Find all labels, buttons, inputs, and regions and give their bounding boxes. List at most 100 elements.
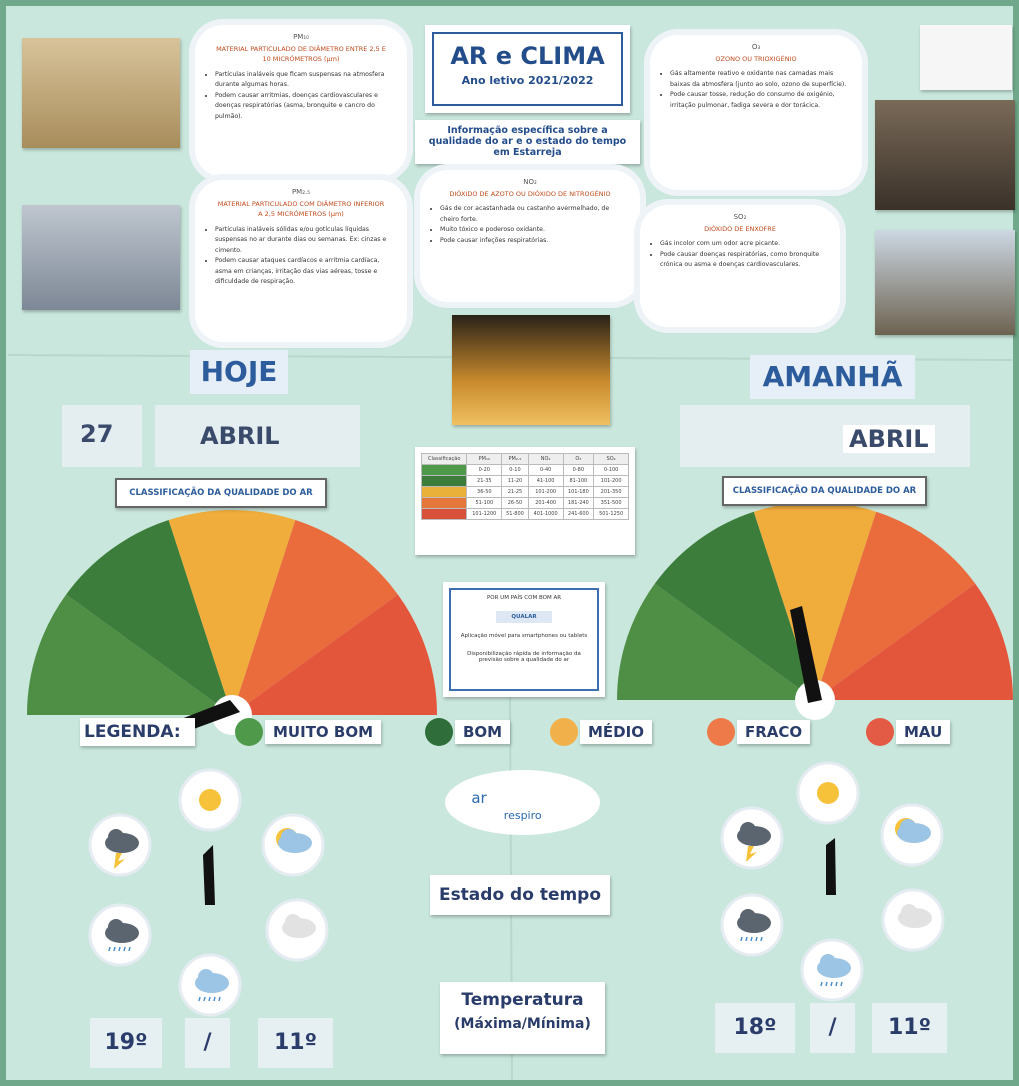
ar-respiro-logo: ar respiro — [445, 770, 600, 835]
table-cell: 101-180 — [563, 487, 594, 498]
rain-drop — [204, 997, 205, 1001]
tomorrow-month: ABRIL — [843, 425, 935, 453]
table-header: PM₂.₅ — [502, 454, 529, 465]
logo-word: ar — [471, 789, 486, 807]
table-cell: 201-400 — [528, 498, 563, 509]
bullet: Gás de cor acastanhada ou castanho averm… — [440, 204, 630, 225]
pollutant-name: DIÓXIDO DE ENXOFRE — [660, 224, 820, 234]
table-cell: 501-1250 — [594, 509, 629, 520]
table-cell: 21-35 — [467, 476, 502, 487]
cloud-shape — [901, 904, 917, 920]
table-cell: 51-800 — [502, 509, 529, 520]
bullet-list: Gás incolor com um odor acre picante.Pod… — [650, 239, 830, 271]
rain-drop — [114, 947, 115, 951]
weather-needle — [826, 838, 836, 895]
bullet-list: Gás altamente reativo e oxidante nas cam… — [660, 69, 852, 111]
rain-drop — [831, 982, 832, 986]
weather-needle — [203, 845, 215, 905]
table-cell: 51-100 — [467, 498, 502, 509]
cloud-shape — [198, 969, 214, 985]
pollutant-formula: PM₂.₅ — [205, 188, 397, 196]
cloud-shape — [820, 954, 836, 970]
table-header-row: ClassificaçãoPM₁₀PM₂.₅NO₂O₃SO₂ — [422, 454, 629, 465]
today-heading: HOJE — [190, 350, 288, 394]
logos — [920, 25, 1012, 90]
legend-swatch — [425, 718, 453, 746]
table-cell: 101-200 — [528, 487, 563, 498]
legend-title: LEGENDA: — [80, 718, 195, 746]
bullet: Pode causar tosse, redução do consumo de… — [670, 90, 852, 111]
qualar-line: Aplicação móvel para smartphones ou tabl… — [456, 633, 592, 639]
photo-city — [22, 205, 180, 310]
table-cell: 36-50 — [467, 487, 502, 498]
description: Informação específica sobre a qualidade … — [415, 120, 640, 164]
rain-drop — [124, 947, 125, 951]
table-cell: 401-1000 — [528, 509, 563, 520]
rain-drop — [129, 947, 130, 951]
table-color-cell — [422, 498, 467, 509]
table-cell: 41-100 — [528, 476, 563, 487]
qualar-frame: POR UM PAÍS COM BOM AR QUALAR Aplicação … — [449, 588, 599, 691]
temperature-card: Temperatura (Máxima/Mínima) — [440, 982, 605, 1054]
table-header: O₃ — [563, 454, 594, 465]
legend-swatch — [550, 718, 578, 746]
tomorrow-temp-separator: / — [810, 1003, 855, 1053]
table-cell: 0-20 — [467, 465, 502, 476]
rain-drop — [214, 997, 215, 1001]
rain-drop — [821, 982, 822, 986]
pollutant-name: OZONO OU TRIOXIGÉNIO — [670, 54, 842, 64]
today-month: ABRIL — [200, 422, 280, 450]
tomorrow-heading: AMANHÃ — [750, 355, 915, 399]
bullet: Podem causar arritmias, doenças cardiova… — [215, 91, 397, 123]
rain-drop — [109, 947, 110, 951]
title: AR e CLIMA — [434, 42, 621, 70]
temperature-subtitle: (Máxima/Mínima) — [440, 1016, 605, 1032]
table-row: 101-120051-800401-1000241-600501-1250 — [422, 509, 629, 520]
photo-factory — [875, 230, 1015, 335]
index-table: ClassificaçãoPM₁₀PM₂.₅NO₂O₃SO₂0-200-100-… — [421, 453, 629, 520]
gauge-title: CLASSIFICAÇÃO DA QUALIDADE DO AR — [722, 476, 927, 506]
today-temp-max: 19º — [90, 1018, 162, 1068]
cloud-shape — [740, 822, 756, 838]
logo-word: respiro — [504, 809, 542, 822]
rain-drop — [836, 982, 837, 986]
photo-pollution — [22, 38, 180, 148]
cloud-shape — [285, 914, 301, 930]
bullet: Pode causar infeções respiratórias. — [440, 236, 630, 247]
legend-label: MÉDIO — [580, 720, 652, 744]
rain-drop — [841, 982, 842, 986]
rain-drop — [826, 982, 827, 986]
tomorrow-temp-max: 18º — [715, 1003, 795, 1053]
legend-label: MAU — [896, 720, 950, 744]
bullet: Pode causar doenças respiratórias, como … — [660, 250, 830, 271]
qualar-line: Disponibilização rápida de informação da… — [456, 651, 592, 663]
pollutant-formula: NO₂ — [430, 178, 630, 186]
table-header: NO₂ — [528, 454, 563, 465]
table-row: 36-5021-25101-200101-180201-350 — [422, 487, 629, 498]
bullet: Muito tóxico e poderoso oxidante. — [440, 225, 630, 236]
pollutant-formula: PM₁₀ — [205, 33, 397, 41]
tomorrow-temp-min: 11º — [872, 1003, 947, 1053]
pollutant-name: MATERIAL PARTICULADO COM DIÂMETRO INFERI… — [215, 199, 387, 220]
sun — [817, 782, 839, 804]
pollutant-card: PM₂.₅ MATERIAL PARTICULADO COM DIÂMETRO I… — [195, 180, 407, 342]
today-temp-min: 11º — [258, 1018, 333, 1068]
rain-drop — [751, 937, 752, 941]
legend-swatch — [235, 718, 263, 746]
gauge-title: CLASSIFICAÇÃO DA QUALIDADE DO AR — [115, 478, 327, 508]
cloud-shape — [900, 819, 916, 835]
photo-smoke — [875, 100, 1015, 210]
pollutant-name: DIÓXIDO DE AZOTO OU DIÓXIDO DE NITROGÉNI… — [440, 189, 620, 199]
cloud-shape — [108, 829, 124, 845]
table-cell: 181-240 — [563, 498, 594, 509]
poster-board: AR e CLIMA Ano letivo 2021/2022 Informaç… — [0, 0, 1019, 1086]
table-color-cell — [422, 476, 467, 487]
legend-label: FRACO — [737, 720, 810, 744]
bullet: Partículas inaláveis sólidas e/ou gotícu… — [215, 225, 397, 257]
rain-drop — [761, 937, 762, 941]
table-header: PM₁₀ — [467, 454, 502, 465]
qualar-heading: POR UM PAÍS COM BOM AR — [456, 595, 592, 601]
